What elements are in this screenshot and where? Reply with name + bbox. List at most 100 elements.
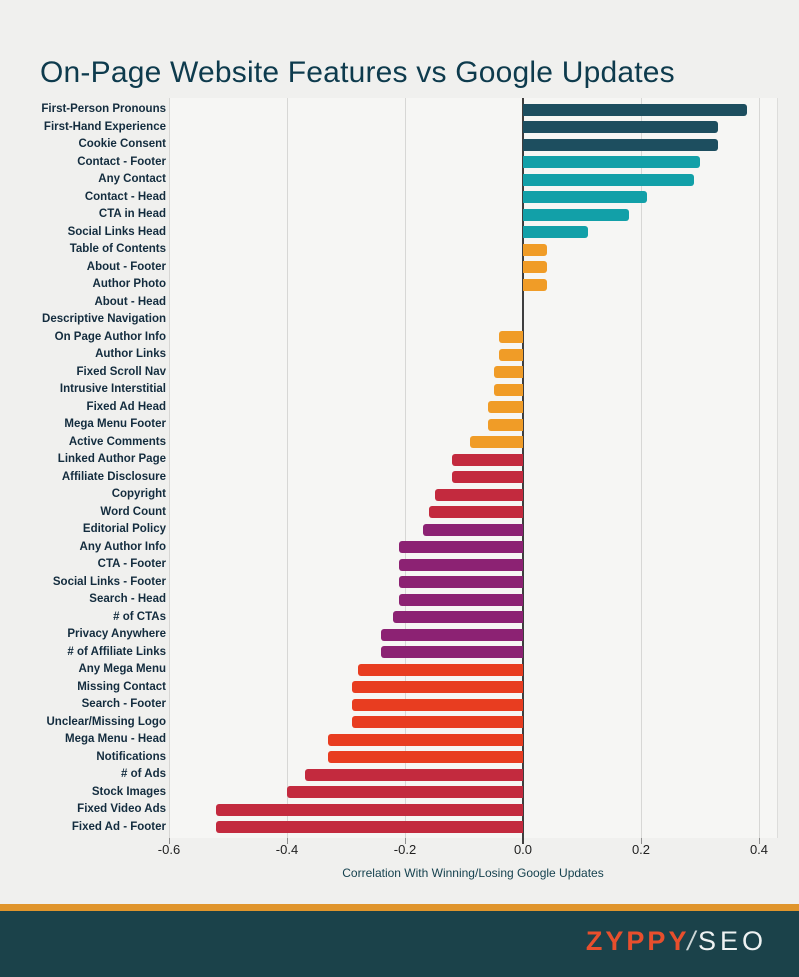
bar [523,261,547,274]
x-tick-mark [758,838,760,844]
category-label: Mega Menu Footer [64,418,166,430]
category-label: Fixed Scroll Nav [76,365,166,378]
x-tick-label: 0.2 [631,842,651,857]
bar [434,488,523,501]
footer-bar: ZYPPY/SEO [0,911,799,977]
bar [287,786,523,799]
category-label: # of Ads [121,768,166,780]
category-label: Cookie Consent [78,138,166,150]
category-label: Any Contact [98,173,166,185]
category-label: Notifications [96,750,166,763]
bar [493,366,523,379]
bar [487,418,523,431]
category-label: First-Person Pronouns [41,103,166,115]
category-label: On Page Author Info [54,330,166,343]
bar [523,173,695,186]
category-label: Linked Author Page [57,453,166,465]
x-tick-mark [404,838,406,844]
x-tick-label: 0.0 [513,842,533,857]
bar [523,156,700,169]
bar [452,471,523,484]
bar [393,611,523,624]
x-tick-label: 0.4 [749,842,769,857]
bar [523,208,630,221]
bar [487,401,523,414]
bar [399,576,523,589]
category-label: Descriptive Navigation [42,313,166,325]
category-label: Author Links [95,348,166,360]
bar [399,593,523,606]
logo-slash: / [687,926,698,956]
category-label: Contact - Head [84,190,166,203]
category-label: Word Count [100,505,166,518]
category-label: Privacy Anywhere [67,628,166,640]
x-tick-mark [640,838,642,844]
page-title: On-Page Website Features vs Google Updat… [40,56,675,90]
category-label: Intrusive Interstitial [59,383,166,395]
bar [351,698,523,711]
x-tick-label: -0.4 [275,842,299,857]
category-label: Social Links Head [67,225,166,238]
bar [523,121,718,134]
zyppy-seo-logo: ZYPPY/SEO [586,926,767,957]
x-axis-title: Correlation With Winning/Losing Google U… [342,866,604,880]
gridline [640,98,642,838]
category-label: Search - Footer [81,698,166,710]
bar [499,331,523,344]
category-label: Mega Menu - Head [65,733,166,745]
x-tick-label: -0.2 [393,842,417,857]
category-label: Fixed Video Ads [77,803,166,815]
category-label: First-Hand Experience [43,120,166,133]
x-tick-mark [286,838,288,844]
bar [469,436,523,449]
category-label: Editorial Policy [82,523,166,535]
gridline [286,98,288,838]
bar [381,646,523,659]
bar [452,453,523,466]
category-label: Fixed Ad - Footer [71,820,166,833]
bar [523,103,748,116]
bar [328,751,523,764]
bar [523,243,547,256]
bar [351,681,523,694]
bar [499,348,523,361]
category-label: Fixed Ad Head [86,400,166,413]
gridline [168,98,170,838]
category-label: Any Author Info [79,540,166,553]
bar [399,541,523,554]
x-tick-mark [168,838,170,844]
bar [357,663,523,676]
bar [523,191,647,204]
gridline [758,98,760,838]
bar [216,821,523,834]
plot-area [169,98,777,838]
category-label: Social Links - Footer [52,575,166,588]
bar [523,138,718,151]
logo-seo-text: SEO [697,926,767,956]
category-label: About - Footer [86,260,166,273]
category-label: Author Photo [92,278,166,290]
bar [304,768,523,781]
x-tick-label: -0.6 [157,842,181,857]
zero-axis-line [522,98,524,844]
category-label: Stock Images [91,785,166,798]
bar [351,716,523,729]
bar [523,278,547,291]
logo-zyppy-text: ZYPPY [585,926,690,956]
plot-right-border [777,98,778,838]
bar [328,733,523,746]
accent-stripe [0,904,799,911]
category-label: About - Head [94,295,166,308]
bar [493,383,523,396]
category-label: Copyright [111,488,166,500]
category-label: CTA - Footer [97,558,166,570]
category-label: Search - Head [89,593,166,605]
category-label: Table of Contents [69,243,166,255]
category-label: Unclear/Missing Logo [46,715,167,728]
category-label: Affiliate Disclosure [61,470,166,483]
bar [523,226,588,239]
bar [422,523,523,536]
category-label: Active Comments [68,435,166,448]
category-label: Any Mega Menu [78,663,166,675]
